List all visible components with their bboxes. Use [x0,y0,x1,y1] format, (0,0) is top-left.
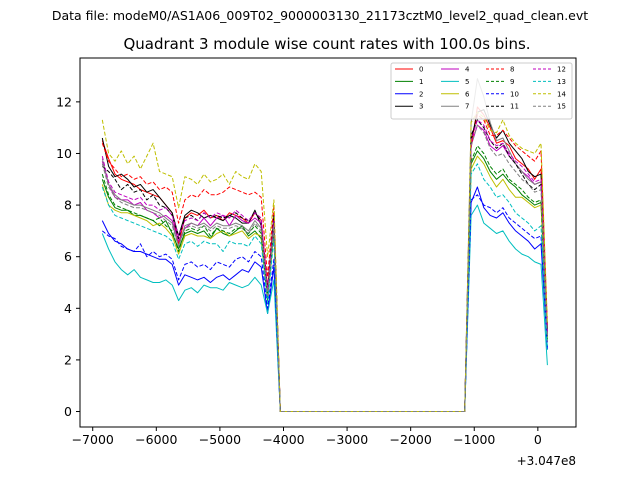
series-line-3 [101,109,548,412]
legend-label-9: 9 [510,78,514,86]
series-line-6 [101,155,548,412]
legend-label-5: 5 [465,78,469,86]
series-line-2 [101,186,548,412]
x-tick-label: −1000 [453,432,495,447]
series-line-0 [101,106,548,412]
legend-label-2: 2 [419,90,423,98]
x-tick-label: −2000 [390,432,432,447]
y-tick-label: 0 [64,404,72,419]
legend-label-8: 8 [510,66,514,74]
legend-label-11: 11 [510,103,519,111]
series-line-15 [101,124,548,412]
x-tick-label: −7000 [72,432,114,447]
x-tick-label: −5000 [199,432,241,447]
y-axis: 0 2 4 6 8 10 12 [56,94,80,419]
x-tick-label: 0 [534,432,542,447]
chart-title: Quadrant 3 module wise count rates with … [123,35,530,53]
x-tick-label: −4000 [262,432,304,447]
x-tick-label: −6000 [135,432,177,447]
legend-label-0: 0 [419,66,423,74]
series-line-13 [101,163,548,412]
y-tick-label: 8 [64,198,72,213]
x-tick-label: −3000 [326,432,368,447]
y-tick-label: 12 [56,94,72,109]
series-line-8 [101,114,548,412]
y-tick-label: 2 [64,352,72,367]
legend-label-12: 12 [557,66,566,74]
legend-label-6: 6 [465,90,470,98]
legend-label-13: 13 [557,78,566,86]
x-axis-offset-label: +3.047e8 [517,454,576,468]
series-line-9 [101,145,548,412]
data-file-suptitle: Data file: modeM0/AS1A06_009T02_90000031… [52,8,588,23]
legend-label-7: 7 [465,103,469,111]
y-tick-label: 4 [64,301,72,316]
legend-label-3: 3 [419,103,423,111]
legend-box [390,62,573,120]
legend-label-15: 15 [557,103,566,111]
legend-label-4: 4 [465,66,470,74]
axes-frame [79,57,577,428]
legend-label-14: 14 [557,90,566,98]
series-line-12 [101,119,548,412]
y-tick-label: 6 [64,249,72,264]
series-line-10 [101,194,548,412]
legend-label-10: 10 [510,90,519,98]
series-line-7 [101,78,548,412]
series-line-14 [101,111,548,412]
plot-lines [101,78,548,412]
y-tick-label: 10 [56,146,72,161]
x-axis: −7000 −6000 −5000 −4000 −3000 −2000 −1000 0 [72,427,542,447]
series-line-5 [101,204,548,412]
legend-label-1: 1 [419,78,423,86]
